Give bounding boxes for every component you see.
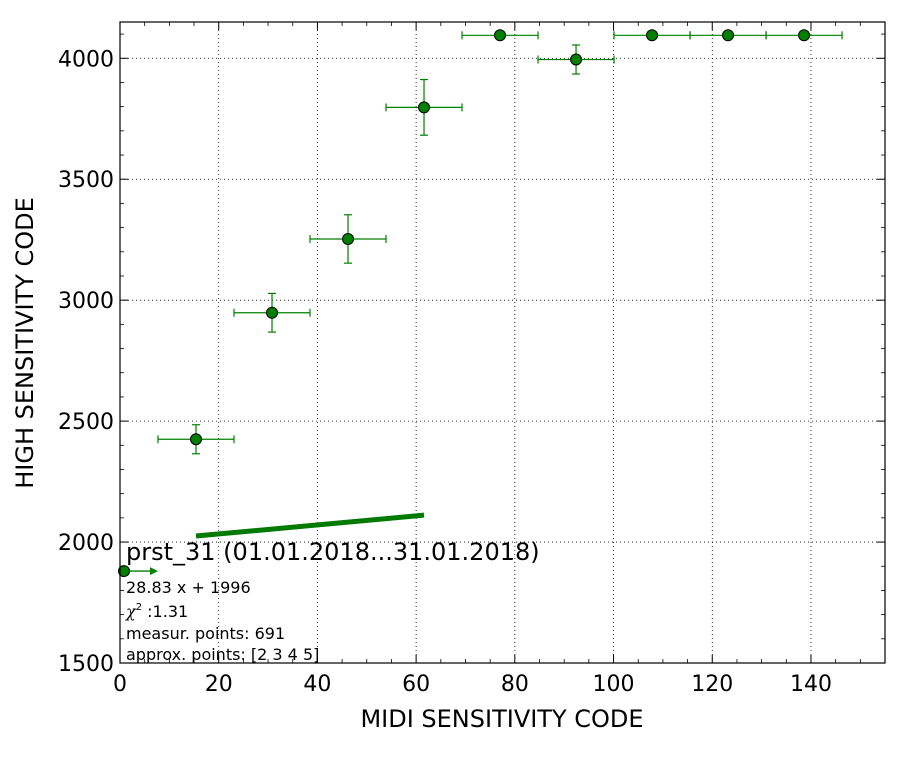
x-tick-label: 60 — [402, 672, 430, 697]
plot-frame — [119, 21, 886, 664]
chi-value: :1.31 — [142, 602, 188, 621]
x-tick-label: 0 — [113, 672, 127, 697]
tick-labels: 0 20 40 60 80 100 120 140 1500 2000 2500 3000 3500 40… — [58, 47, 832, 697]
annotation-approx-points: approx. points: [2 3 4 5] — [126, 645, 319, 664]
zero-point-arrow-head — [150, 567, 159, 576]
data-points — [190, 29, 811, 446]
annotation-measur-points: measur. points: 691 — [126, 624, 285, 643]
y-tick-label: 2500 — [58, 410, 114, 435]
annotation-title: prst_31 (01.01.2018...31.01.2018) — [126, 538, 540, 566]
y-tick-label: 3500 — [58, 168, 114, 193]
x-tick-label: 140 — [790, 672, 832, 697]
x-tick-label: 40 — [303, 672, 331, 697]
data-point — [190, 433, 203, 446]
y-tick-label: 2000 — [58, 531, 114, 556]
zero-point-layer — [118, 565, 159, 578]
grid — [120, 22, 885, 663]
x-axis-title: MIDI SENSITIVITY CODE — [360, 705, 643, 733]
data-point — [570, 53, 583, 66]
x-tick-label: 20 — [205, 672, 233, 697]
data-point — [266, 306, 279, 319]
plot-area-background — [120, 22, 885, 663]
x-tick-label: 80 — [501, 672, 529, 697]
x-tick-label: 100 — [593, 672, 635, 697]
ticks — [119, 22, 885, 664]
x-tick-label: 120 — [691, 672, 733, 697]
zero-point — [118, 565, 130, 578]
annotation-equation: 28.83 x + 1996 — [126, 578, 251, 597]
data-point — [798, 29, 811, 42]
fit-line — [195, 512, 425, 539]
y-axis-title: HIGH SENSITIVITY CODE — [11, 197, 39, 489]
chi-symbol: χ — [125, 602, 137, 621]
chi-superscript: 2 — [136, 602, 142, 613]
annotation-chi-square: χ2 :1.31 — [125, 602, 188, 621]
data-point — [418, 101, 431, 114]
annotation: prst_31 (01.01.2018...31.01.2018) 28.83 … — [125, 538, 540, 664]
data-point — [342, 232, 355, 245]
y-tick-label: 4000 — [58, 47, 114, 72]
y-tick-label: 3000 — [58, 289, 114, 314]
data-point — [722, 29, 735, 42]
y-tick-label: 1500 — [58, 652, 114, 677]
fit-layer — [195, 512, 425, 539]
data-point — [646, 29, 659, 42]
data-point — [494, 29, 507, 42]
